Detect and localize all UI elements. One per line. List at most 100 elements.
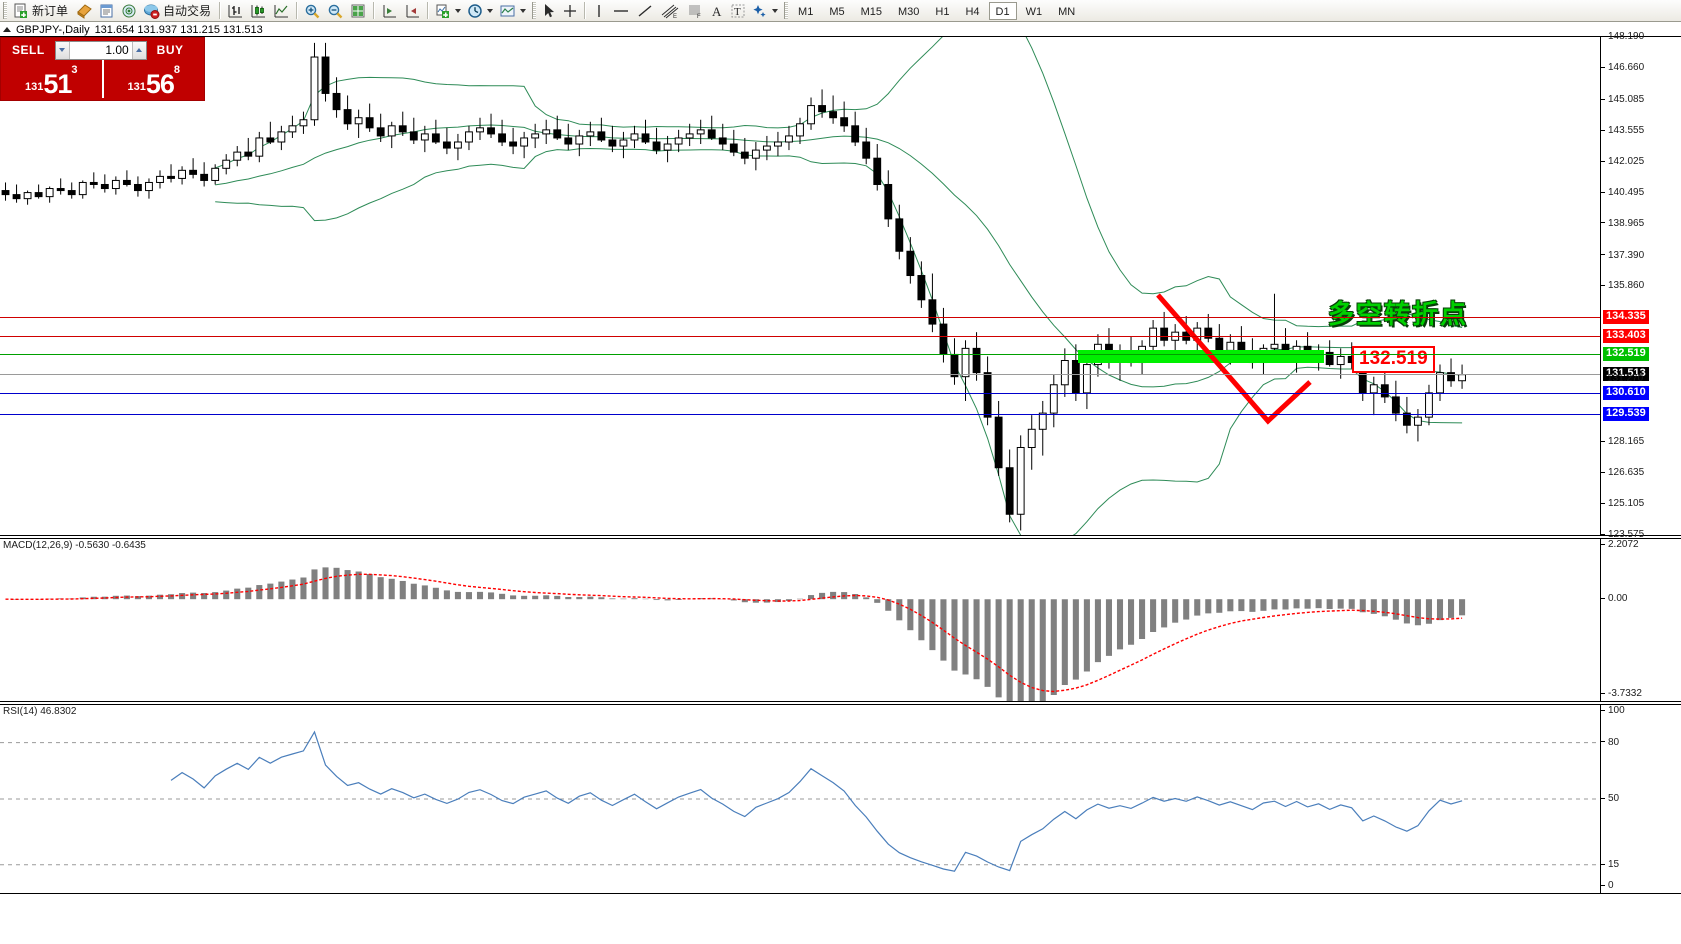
volume-increase-button[interactable] [131, 41, 146, 59]
volume-input[interactable] [69, 42, 132, 58]
timeframe-h1[interactable]: H1 [935, 5, 950, 18]
support-zone-highlight [1078, 350, 1324, 363]
line-chart-button[interactable] [270, 1, 293, 21]
price-plot[interactable]: 多空转折点 132.519 [0, 37, 1600, 535]
timeframe-mn[interactable]: MN [1058, 5, 1076, 18]
templates-button[interactable] [496, 1, 529, 21]
chevron-down-icon[interactable] [487, 8, 494, 13]
chinese-annotation: 多空转折点 [1328, 300, 1469, 330]
svg-text:A: A [712, 4, 722, 19]
shapes-button[interactable] [749, 1, 781, 21]
price-level-line [0, 392, 1600, 394]
price-tick: 137.390 [1601, 250, 1644, 261]
sell-button[interactable]: SELL [4, 42, 53, 58]
auto-trading-button[interactable]: 自动交易 [140, 1, 216, 21]
price-tick: 123.575 [1601, 529, 1644, 540]
rsi-plot[interactable]: RSI(14) 46.8302 [0, 705, 1600, 893]
price-pane: 多空转折点 132.519 148.190 146.660 145.085 143.5… [0, 31, 1681, 540]
rsi-axis[interactable]: 100 80 50 15 0 [1600, 705, 1681, 893]
collapse-triangle-icon[interactable] [3, 27, 11, 32]
crosshair-icon [564, 4, 577, 17]
price-level-badge: 132.519 [1603, 347, 1649, 362]
navigator-icon [122, 4, 136, 17]
buy-price-main: 56 [145, 69, 175, 100]
toolbar-separator-5 [584, 2, 587, 19]
trendline-button[interactable] [633, 1, 657, 21]
timeframe-m1[interactable]: M1 [798, 5, 814, 18]
macd-tick: -3.7332 [1601, 688, 1642, 699]
macd-label: MACD(12,26,9) -0.5630 -0.6435 [3, 540, 146, 551]
shift-end-button[interactable] [378, 1, 401, 21]
price-tick: 140.495 [1601, 187, 1644, 198]
crosshair-button[interactable] [559, 1, 581, 21]
auto-scroll-button[interactable] [401, 1, 424, 21]
text-object-button[interactable]: T [727, 1, 749, 21]
indicators-button[interactable] [432, 1, 464, 21]
price-callout-label: 132.519 [1352, 346, 1435, 373]
chevron-down-icon[interactable] [520, 8, 527, 13]
macd-axis[interactable]: 2.2072 0.00 -3.7332 [1600, 539, 1681, 701]
timeframe-m5[interactable]: M5 [829, 5, 845, 18]
chart-area: 多空转折点 132.519 148.190 146.660 145.085 143.5… [0, 31, 1681, 944]
timeframe-group: M1 M5 M15 M30 H1 H4 D1 W1 MN [791, 1, 1082, 20]
timeframe-m15[interactable]: M15 [860, 5, 882, 18]
candlestick-chart-icon [251, 4, 266, 17]
symbol-name: GBPJPY-,Daily [16, 23, 90, 36]
expert-advisors-button[interactable] [73, 1, 96, 21]
fibonacci-icon: F [689, 5, 701, 19]
zoom-in-button[interactable] [301, 1, 324, 21]
macd-tick: 0.00 [1601, 593, 1627, 604]
buy-price-prefix: 131 [127, 81, 146, 93]
toolbar-grip-3[interactable] [784, 2, 789, 19]
timeframe-w1[interactable]: W1 [1025, 5, 1043, 18]
toolbar-grip[interactable] [3, 2, 7, 19]
price-level-line [0, 354, 1600, 356]
line-chart-icon [274, 4, 289, 17]
volume-decrease-button[interactable] [55, 41, 70, 59]
tile-windows-icon [351, 4, 365, 17]
period-button[interactable] [464, 1, 496, 21]
timeframe-h4[interactable]: H4 [965, 5, 980, 18]
new-order-button[interactable]: 新订单 [10, 1, 73, 21]
zoom-in-icon [305, 4, 320, 18]
rsi-tick: 0 [1601, 880, 1614, 891]
volume-stepper[interactable] [54, 40, 147, 60]
price-level-line [0, 317, 1600, 319]
toolbar-grip-2[interactable] [532, 2, 537, 19]
zoom-out-button[interactable] [324, 1, 347, 21]
horizontal-line-button[interactable] [609, 1, 633, 21]
price-axis[interactable]: 148.190 146.660 145.085 143.555 142.025 140.4… [1600, 31, 1681, 540]
chevron-down-icon[interactable] [772, 8, 779, 13]
sell-price-cell[interactable]: 131 51 3 [1, 60, 102, 98]
sell-price-prefix: 131 [24, 81, 44, 93]
timeframe-m30[interactable]: M30 [898, 5, 920, 18]
price-tick: 135.860 [1601, 280, 1644, 291]
main-toolbar: 新订单 自动交易 [0, 0, 1681, 22]
one-click-trading-panel: SELL BUY 131 51 3 131 56 8 [1, 38, 204, 100]
sell-price-main: 51 [43, 69, 72, 100]
equidistant-channel-button[interactable]: E [657, 1, 683, 21]
indicators-icon [436, 4, 450, 18]
text-label-button[interactable]: A [707, 1, 727, 21]
buy-button[interactable]: BUY [148, 42, 192, 58]
macd-plot[interactable]: MACD(12,26,9) -0.5630 -0.6435 [0, 539, 1600, 701]
data-window-button[interactable] [96, 1, 118, 21]
trendline-icon [638, 4, 652, 17]
tile-windows-button[interactable] [347, 1, 370, 21]
chevron-down-icon[interactable] [455, 8, 462, 13]
fibonacci-button[interactable]: F [683, 1, 707, 21]
navigator-button[interactable] [118, 1, 140, 21]
symbol-header: GBPJPY-,Daily 131.654 131.937 131.215 13… [0, 23, 1681, 36]
vertical-line-button[interactable] [589, 1, 609, 21]
timeframe-d1[interactable]: D1 [988, 1, 1017, 20]
buy-price-cell[interactable]: 131 56 8 [101, 60, 205, 100]
vertical-line-icon [598, 4, 600, 17]
sell-price-fraction: 3 [71, 64, 78, 76]
bar-chart-button[interactable] [224, 1, 247, 21]
cursor-button[interactable] [539, 1, 559, 21]
candlestick-chart-button[interactable] [247, 1, 270, 21]
trade-panel-controls: SELL BUY [1, 38, 204, 60]
price-tick: 148.190 [1601, 31, 1644, 42]
price-level-badge: 131.270 [1607, 373, 1644, 385]
auto-trading-icon [144, 4, 160, 19]
